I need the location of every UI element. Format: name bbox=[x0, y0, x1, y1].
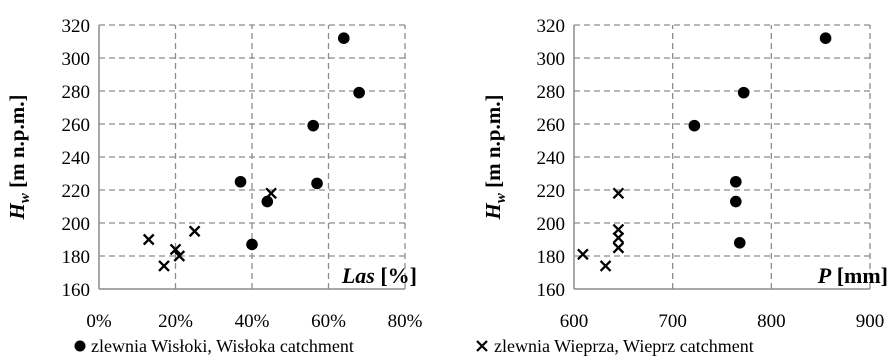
y-tick-label: 280 bbox=[62, 82, 91, 103]
data-point-wisloka bbox=[737, 86, 750, 99]
data-point-wisloka bbox=[730, 195, 742, 208]
data-point-wisloka bbox=[353, 86, 365, 99]
y-tick-label: 260 bbox=[62, 115, 91, 136]
y-tick-label: 200 bbox=[537, 214, 566, 235]
y-tick-label: 300 bbox=[537, 49, 566, 70]
data-point-wieprz bbox=[577, 248, 589, 261]
y-tick-label: 180 bbox=[62, 247, 91, 268]
legend: zlewnia Wisłoki, Wisłoka catchment zlewn… bbox=[74, 336, 754, 356]
data-point-wieprz bbox=[612, 187, 625, 200]
y-tick-label: 320 bbox=[62, 16, 91, 37]
legend-item-wisloka: zlewnia Wisłoki, Wisłoka catchment bbox=[74, 336, 354, 356]
y-tick-label: 280 bbox=[537, 82, 566, 103]
data-point-wisloka bbox=[246, 238, 258, 251]
x-tick-label: 60% bbox=[311, 311, 346, 332]
data-point-wisloka bbox=[733, 237, 746, 249]
x-tick-label: 80% bbox=[388, 311, 423, 332]
x-axis-label: P [mm] bbox=[817, 263, 888, 288]
y-tick-label: 320 bbox=[537, 16, 566, 37]
x-tick-label: 900 bbox=[856, 311, 885, 332]
data-point-wisloka bbox=[234, 175, 247, 188]
data-point-wisloka bbox=[688, 119, 701, 132]
data-point-wieprz bbox=[142, 233, 155, 246]
data-point-wisloka bbox=[819, 32, 832, 44]
y-tick-label: 220 bbox=[62, 181, 91, 202]
x-tick-label: 600 bbox=[560, 311, 589, 332]
y-tick-label: 220 bbox=[537, 181, 566, 202]
data-point-wisloka bbox=[311, 177, 323, 190]
x-tick-label: 800 bbox=[757, 311, 786, 332]
data-point-wieprz bbox=[169, 243, 182, 256]
y-tick-label: 160 bbox=[537, 280, 566, 301]
y-tick-label: 300 bbox=[62, 49, 91, 70]
y-tick-label: 240 bbox=[537, 148, 566, 169]
legend-label-wieprz: zlewnia Wieprza, Wieprz catchment bbox=[494, 336, 754, 356]
y-tick-label: 260 bbox=[537, 115, 566, 136]
legend-label-wisloka: zlewnia Wisłoki, Wisłoka catchment bbox=[91, 336, 354, 356]
y-tick-label: 160 bbox=[62, 280, 91, 301]
x-tick-label: 40% bbox=[235, 311, 270, 332]
data-point-wieprz bbox=[158, 260, 170, 272]
data-point-wisloka bbox=[307, 119, 320, 132]
data-point-wieprz bbox=[612, 232, 625, 244]
data-point-wieprz bbox=[612, 241, 625, 254]
x-axis-label: Las [%] bbox=[341, 263, 417, 288]
x-tick-label: 20% bbox=[158, 311, 193, 332]
legend-x-marker bbox=[476, 340, 488, 352]
y-tick-label: 180 bbox=[537, 247, 566, 268]
y-axis-label: Hw [m n.p.m.] bbox=[5, 95, 33, 221]
y-tick-label: 240 bbox=[62, 148, 91, 169]
legend-dot-marker bbox=[74, 340, 86, 352]
data-point-wisloka bbox=[261, 195, 274, 208]
legend-item-wieprz: zlewnia Wieprza, Wieprz catchment bbox=[476, 336, 754, 356]
y-tick-label: 200 bbox=[62, 214, 91, 235]
x-tick-label: 700 bbox=[658, 311, 687, 332]
scatter-chart-precipitation: 160 180 200 220 240 260 280 300 320 600 700 800 900 H… bbox=[481, 16, 888, 332]
y-axis-label: Hw [m n.p.m.] bbox=[481, 95, 509, 221]
data-point-wisloka bbox=[730, 175, 742, 188]
data-point-wieprz bbox=[173, 250, 186, 262]
scatter-chart-forest: 160 180 200 220 240 260 280 300 320 0% 20% 40% 60% 80… bbox=[5, 16, 423, 332]
data-point-wisloka bbox=[338, 32, 350, 44]
data-point-wieprz bbox=[599, 260, 612, 272]
data-point-wieprz bbox=[188, 225, 201, 238]
data-point-wieprz bbox=[265, 187, 277, 200]
x-tick-label: 0% bbox=[86, 311, 112, 332]
